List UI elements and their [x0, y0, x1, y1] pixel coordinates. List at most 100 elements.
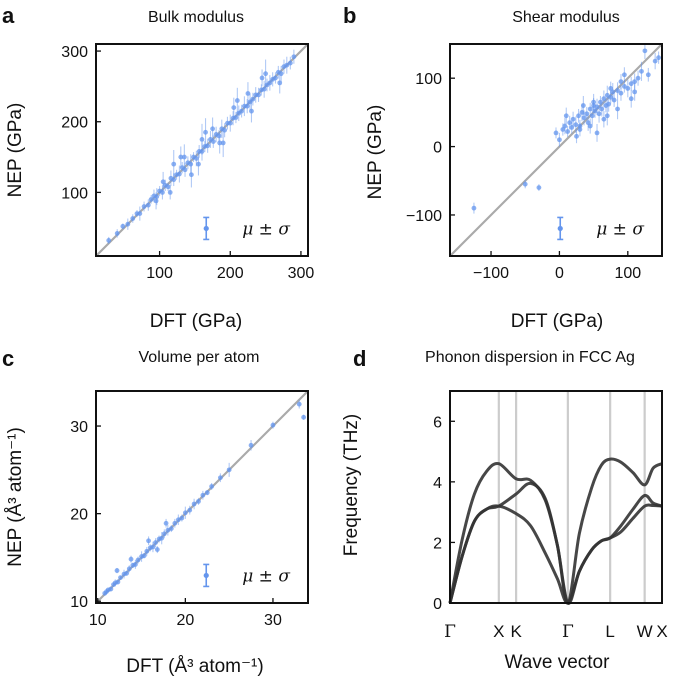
data-point	[557, 137, 562, 143]
panel-label-b: b	[343, 3, 356, 28]
plot-area-c: 10 20 30 10 20 30 μ ± σ	[70, 390, 309, 629]
data-point	[118, 575, 123, 580]
kpoint-label: Γ	[444, 622, 456, 642]
y-tick-label: 4	[433, 475, 442, 492]
x-axis-label-c: DFT (Å³ atom⁻¹)	[126, 656, 263, 677]
data-point	[137, 211, 143, 217]
data-point	[625, 86, 631, 91]
data-point	[536, 185, 542, 191]
data-point	[596, 111, 602, 117]
plot-content	[450, 44, 662, 256]
x-tick-label: 10	[89, 612, 107, 629]
band-branch-3	[448, 457, 663, 605]
data-point	[553, 130, 559, 136]
panel-label-a: a	[2, 3, 15, 28]
y-tick-label: 2	[433, 535, 442, 552]
y-axis-label-d: Frequency (THz)	[341, 414, 362, 557]
y-tick-label: 100	[61, 185, 88, 202]
x-axis-label-d: Wave vector	[505, 652, 611, 673]
axes-frame	[449, 390, 663, 604]
data-point	[178, 154, 184, 160]
data-point	[106, 238, 112, 243]
data-point	[639, 68, 644, 74]
data-point	[167, 190, 173, 195]
x-tick-label: 200	[217, 265, 244, 282]
axes-frame	[449, 43, 663, 257]
data-point	[108, 586, 114, 592]
panel-b: b Shear modulus DFT (GPa) NEP (GPa) −100…	[343, 3, 663, 332]
data-point	[209, 484, 215, 489]
data-point	[577, 127, 583, 132]
plot-content	[96, 44, 308, 256]
data-point	[191, 501, 197, 507]
data-point	[204, 490, 210, 496]
data-point	[565, 129, 571, 134]
data-point	[635, 75, 641, 81]
data-point	[580, 103, 586, 108]
data-point	[159, 535, 165, 541]
data-point	[656, 55, 661, 61]
data-point	[567, 120, 573, 126]
data-point	[615, 106, 620, 112]
data-point	[161, 531, 167, 537]
band-branch-1	[448, 503, 663, 605]
data-point	[471, 205, 477, 211]
data-point	[645, 72, 651, 78]
y-axis-label-c: NEP (Å³ atom⁻¹)	[5, 427, 26, 567]
data-point	[126, 566, 132, 572]
x-tick-label: 0	[555, 265, 564, 282]
data-point	[284, 62, 290, 68]
data-point	[277, 80, 283, 86]
data-point	[587, 106, 593, 112]
x-tick-label: −100	[473, 265, 509, 282]
data-point	[189, 172, 194, 178]
panel-c: c Volume per atom DFT (Å³ atom⁻¹) NEP (Å…	[2, 346, 309, 677]
data-point	[594, 130, 600, 136]
y-tick-label: 20	[70, 507, 88, 524]
data-point	[124, 570, 130, 576]
data-point	[263, 71, 268, 77]
data-point	[226, 467, 232, 473]
panel-d: d Phonon dispersion in FCC Ag Wave vecto…	[341, 346, 668, 673]
legend-label: μ ± σ	[596, 219, 644, 239]
data-point	[256, 92, 261, 98]
data-point	[210, 139, 216, 144]
data-point	[594, 104, 600, 110]
data-point	[570, 116, 576, 122]
data-point	[632, 79, 638, 85]
y-tick-label: 6	[433, 414, 442, 431]
data-point	[176, 171, 182, 177]
legend-marker	[203, 225, 209, 232]
x-axis-label-a: DFT (GPa)	[150, 311, 243, 332]
data-point	[179, 515, 185, 521]
data-point	[135, 557, 141, 563]
data-point	[141, 553, 147, 559]
data-point	[227, 120, 233, 126]
data-point	[522, 181, 528, 187]
kpoint-label: K	[510, 622, 522, 641]
data-point	[604, 113, 610, 119]
plot-content	[96, 391, 308, 603]
data-point	[642, 48, 648, 54]
data-point	[181, 154, 187, 160]
y-tick-label: 200	[61, 115, 88, 132]
data-point	[574, 133, 579, 139]
data-point	[115, 579, 121, 585]
y-tick-label: 0	[433, 596, 442, 613]
data-point	[153, 198, 159, 204]
data-point	[196, 498, 201, 504]
data-point	[652, 58, 658, 64]
data-point	[188, 161, 194, 167]
data-point	[145, 202, 151, 208]
data-point	[120, 223, 126, 229]
data-point	[562, 123, 568, 129]
kpoint-label: X	[493, 622, 504, 641]
data-point	[628, 96, 634, 102]
data-point	[165, 184, 171, 190]
data-point	[591, 99, 597, 105]
data-point	[130, 216, 136, 221]
chart-title-a: Bulk modulus	[148, 9, 244, 26]
legend-marker	[203, 572, 209, 579]
data-point	[632, 89, 638, 95]
